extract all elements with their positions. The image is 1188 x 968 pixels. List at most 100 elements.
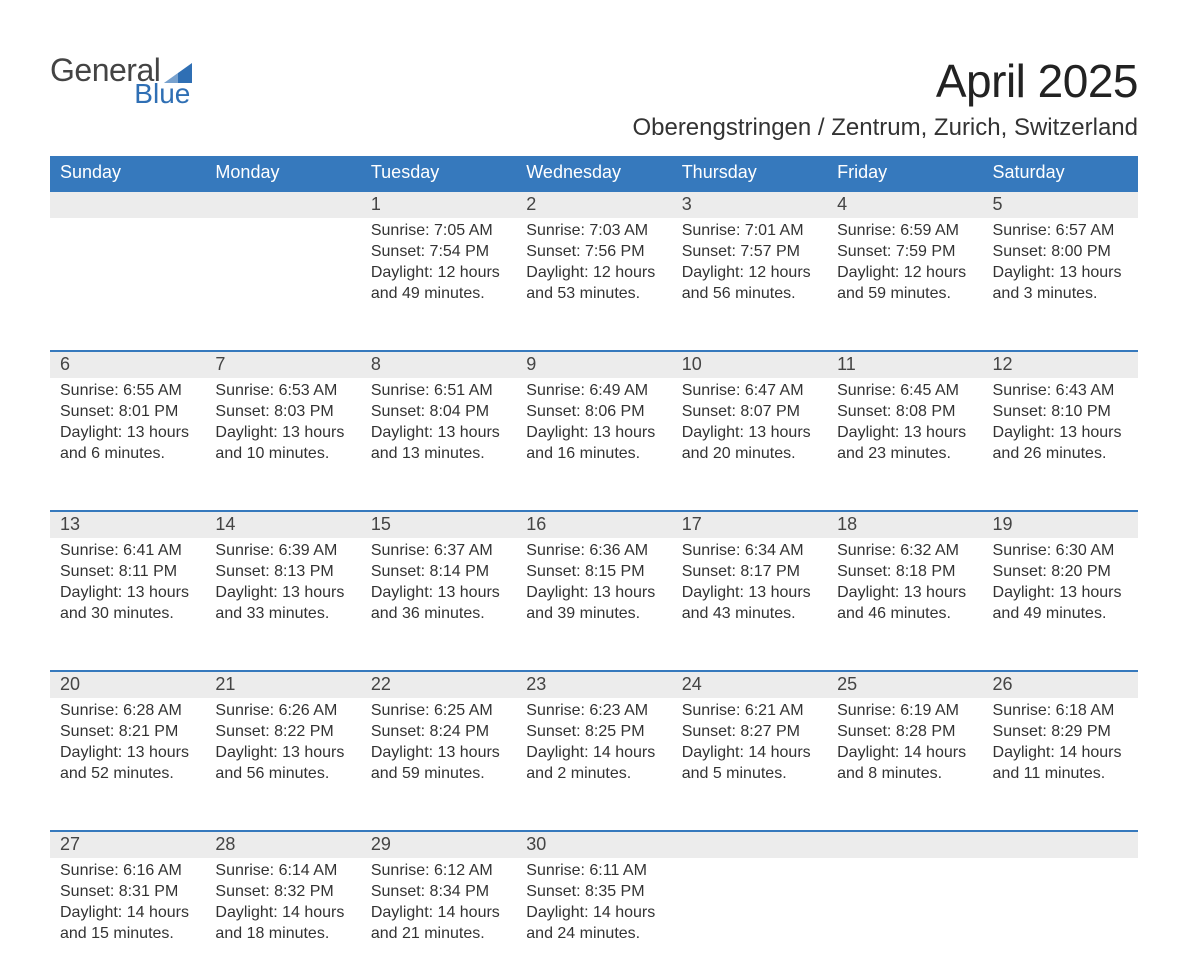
- day-detail-line: Sunrise: 7:05 AM: [371, 220, 506, 241]
- day-detail-line: Daylight: 13 hours: [993, 422, 1128, 443]
- day-details: [993, 858, 1128, 860]
- day-detail-line: Sunrise: 6:37 AM: [371, 540, 506, 561]
- day-detail-line: Sunset: 8:27 PM: [682, 721, 817, 742]
- day-of-week-cell: Tuesday: [361, 156, 516, 190]
- week-row: Sunrise: 6:16 AMSunset: 8:31 PMDaylight:…: [50, 858, 1138, 968]
- day-number-cell: 12: [983, 350, 1138, 378]
- day-details: Sunrise: 6:43 AMSunset: 8:10 PMDaylight:…: [993, 378, 1128, 464]
- day-details: Sunrise: 6:59 AMSunset: 7:59 PMDaylight:…: [837, 218, 972, 304]
- day-detail-line: Sunrise: 7:03 AM: [526, 220, 661, 241]
- day-cell: Sunrise: 6:18 AMSunset: 8:29 PMDaylight:…: [983, 698, 1138, 808]
- day-detail-line: Sunrise: 6:30 AM: [993, 540, 1128, 561]
- day-detail-line: Daylight: 14 hours: [682, 742, 817, 763]
- day-number-cell: 24: [672, 670, 827, 698]
- day-details: Sunrise: 6:23 AMSunset: 8:25 PMDaylight:…: [526, 698, 661, 784]
- day-detail-line: Sunset: 8:22 PM: [215, 721, 350, 742]
- day-detail-line: Sunrise: 7:01 AM: [682, 220, 817, 241]
- day-detail-line: and 10 minutes.: [215, 443, 350, 464]
- day-details: [682, 858, 817, 860]
- day-number-cell: 15: [361, 510, 516, 538]
- day-detail-line: Sunrise: 6:49 AM: [526, 380, 661, 401]
- day-details: Sunrise: 6:11 AMSunset: 8:35 PMDaylight:…: [526, 858, 661, 944]
- title-block: April 2025 Oberengstringen / Zentrum, Zu…: [632, 54, 1138, 142]
- day-detail-line: Sunrise: 6:39 AM: [215, 540, 350, 561]
- day-details: Sunrise: 6:49 AMSunset: 8:06 PMDaylight:…: [526, 378, 661, 464]
- day-detail-line: Sunrise: 6:32 AM: [837, 540, 972, 561]
- day-cell: Sunrise: 6:25 AMSunset: 8:24 PMDaylight:…: [361, 698, 516, 808]
- day-number-cell: 25: [827, 670, 982, 698]
- day-detail-line: and 49 minutes.: [371, 283, 506, 304]
- day-detail-line: Daylight: 13 hours: [526, 422, 661, 443]
- day-detail-line: Daylight: 12 hours: [371, 262, 506, 283]
- day-detail-line: Sunset: 8:13 PM: [215, 561, 350, 582]
- day-detail-line: and 6 minutes.: [60, 443, 195, 464]
- day-detail-line: Daylight: 13 hours: [837, 422, 972, 443]
- day-details: Sunrise: 6:26 AMSunset: 8:22 PMDaylight:…: [215, 698, 350, 784]
- day-detail-line: and 2 minutes.: [526, 763, 661, 784]
- day-detail-line: Sunset: 8:03 PM: [215, 401, 350, 422]
- day-cell: [672, 858, 827, 968]
- day-detail-line: Sunset: 8:29 PM: [993, 721, 1128, 742]
- day-number-row: 20212223242526: [50, 670, 1138, 698]
- brand-logo: General Blue: [50, 54, 192, 108]
- day-detail-line: Sunset: 8:00 PM: [993, 241, 1128, 262]
- day-detail-line: Sunset: 8:08 PM: [837, 401, 972, 422]
- day-number-cell: 23: [516, 670, 671, 698]
- day-cell: Sunrise: 6:28 AMSunset: 8:21 PMDaylight:…: [50, 698, 205, 808]
- day-detail-line: and 23 minutes.: [837, 443, 972, 464]
- day-detail-line: and 13 minutes.: [371, 443, 506, 464]
- day-number-row: 27282930: [50, 830, 1138, 858]
- day-detail-line: Sunrise: 6:23 AM: [526, 700, 661, 721]
- day-detail-line: Daylight: 14 hours: [371, 902, 506, 923]
- day-detail-line: Daylight: 13 hours: [60, 582, 195, 603]
- day-number-cell: 30: [516, 830, 671, 858]
- day-detail-line: Sunset: 8:28 PM: [837, 721, 972, 742]
- day-detail-line: Daylight: 13 hours: [682, 582, 817, 603]
- day-detail-line: and 11 minutes.: [993, 763, 1128, 784]
- day-cell: Sunrise: 6:19 AMSunset: 8:28 PMDaylight:…: [827, 698, 982, 808]
- day-detail-line: Sunset: 7:57 PM: [682, 241, 817, 262]
- day-cell: Sunrise: 6:49 AMSunset: 8:06 PMDaylight:…: [516, 378, 671, 488]
- day-number-cell: 14: [205, 510, 360, 538]
- day-detail-line: Sunset: 8:20 PM: [993, 561, 1128, 582]
- day-detail-line: Sunrise: 6:16 AM: [60, 860, 195, 881]
- day-of-week-cell: Saturday: [983, 156, 1138, 190]
- day-detail-line: and 15 minutes.: [60, 923, 195, 944]
- day-number-cell: 4: [827, 190, 982, 218]
- day-detail-line: and 49 minutes.: [993, 603, 1128, 624]
- brand-logo-top: General: [50, 54, 192, 86]
- day-detail-line: Sunrise: 6:28 AM: [60, 700, 195, 721]
- day-details: Sunrise: 6:57 AMSunset: 8:00 PMDaylight:…: [993, 218, 1128, 304]
- day-detail-line: Sunrise: 6:11 AM: [526, 860, 661, 881]
- day-detail-line: Daylight: 13 hours: [371, 742, 506, 763]
- day-cell: Sunrise: 6:55 AMSunset: 8:01 PMDaylight:…: [50, 378, 205, 488]
- day-number-cell: [205, 190, 360, 218]
- day-cell: Sunrise: 6:14 AMSunset: 8:32 PMDaylight:…: [205, 858, 360, 968]
- day-cell: Sunrise: 6:53 AMSunset: 8:03 PMDaylight:…: [205, 378, 360, 488]
- day-detail-line: Daylight: 13 hours: [215, 742, 350, 763]
- day-cell: Sunrise: 6:39 AMSunset: 8:13 PMDaylight:…: [205, 538, 360, 648]
- day-detail-line: Daylight: 13 hours: [215, 422, 350, 443]
- day-detail-line: Sunset: 8:10 PM: [993, 401, 1128, 422]
- day-details: [215, 218, 350, 220]
- day-number-row: 13141516171819: [50, 510, 1138, 538]
- day-cell: Sunrise: 7:03 AMSunset: 7:56 PMDaylight:…: [516, 218, 671, 328]
- day-number-cell: [983, 830, 1138, 858]
- day-cell: Sunrise: 6:12 AMSunset: 8:34 PMDaylight:…: [361, 858, 516, 968]
- day-number-cell: [827, 830, 982, 858]
- day-details: Sunrise: 6:45 AMSunset: 8:08 PMDaylight:…: [837, 378, 972, 464]
- day-detail-line: Sunset: 8:01 PM: [60, 401, 195, 422]
- day-detail-line: and 33 minutes.: [215, 603, 350, 624]
- day-of-week-cell: Friday: [827, 156, 982, 190]
- day-detail-line: Daylight: 13 hours: [371, 582, 506, 603]
- day-detail-line: and 8 minutes.: [837, 763, 972, 784]
- day-cell: Sunrise: 6:34 AMSunset: 8:17 PMDaylight:…: [672, 538, 827, 648]
- day-number-cell: 1: [361, 190, 516, 218]
- day-details: Sunrise: 6:30 AMSunset: 8:20 PMDaylight:…: [993, 538, 1128, 624]
- location-subtitle: Oberengstringen / Zentrum, Zurich, Switz…: [632, 114, 1138, 142]
- day-number-cell: 27: [50, 830, 205, 858]
- day-details: Sunrise: 6:21 AMSunset: 8:27 PMDaylight:…: [682, 698, 817, 784]
- day-detail-line: Sunrise: 6:36 AM: [526, 540, 661, 561]
- day-detail-line: Daylight: 14 hours: [837, 742, 972, 763]
- day-detail-line: Daylight: 13 hours: [837, 582, 972, 603]
